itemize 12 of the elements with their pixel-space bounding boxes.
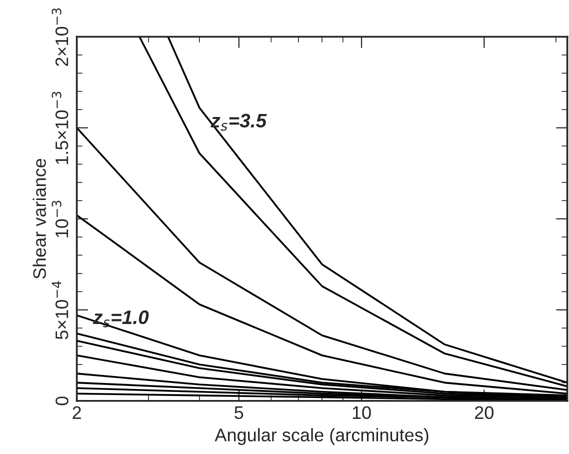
- y-tick-label: 10$^{−3}$: [52, 200, 68, 238]
- y-axis-title: Shear variance: [32, 158, 46, 279]
- x-tick-label: 5: [234, 406, 244, 420]
- x-tick-label: 10: [352, 406, 371, 420]
- y-tick-label: 1.5×10$^{−3}$: [52, 92, 68, 164]
- y-tick-label: 2×10$^{−3}$: [52, 8, 68, 66]
- x-axis-title: Angular scale (arcminutes): [214, 428, 428, 445]
- x-tick-label: 20: [475, 406, 494, 420]
- annotation: z$_{s}$=3.5: [210, 114, 267, 131]
- y-tick-label: 0: [56, 396, 68, 406]
- x-tick-label: 2: [72, 406, 81, 419]
- y-tick-label: 5×10$^{−4}$: [52, 281, 68, 340]
